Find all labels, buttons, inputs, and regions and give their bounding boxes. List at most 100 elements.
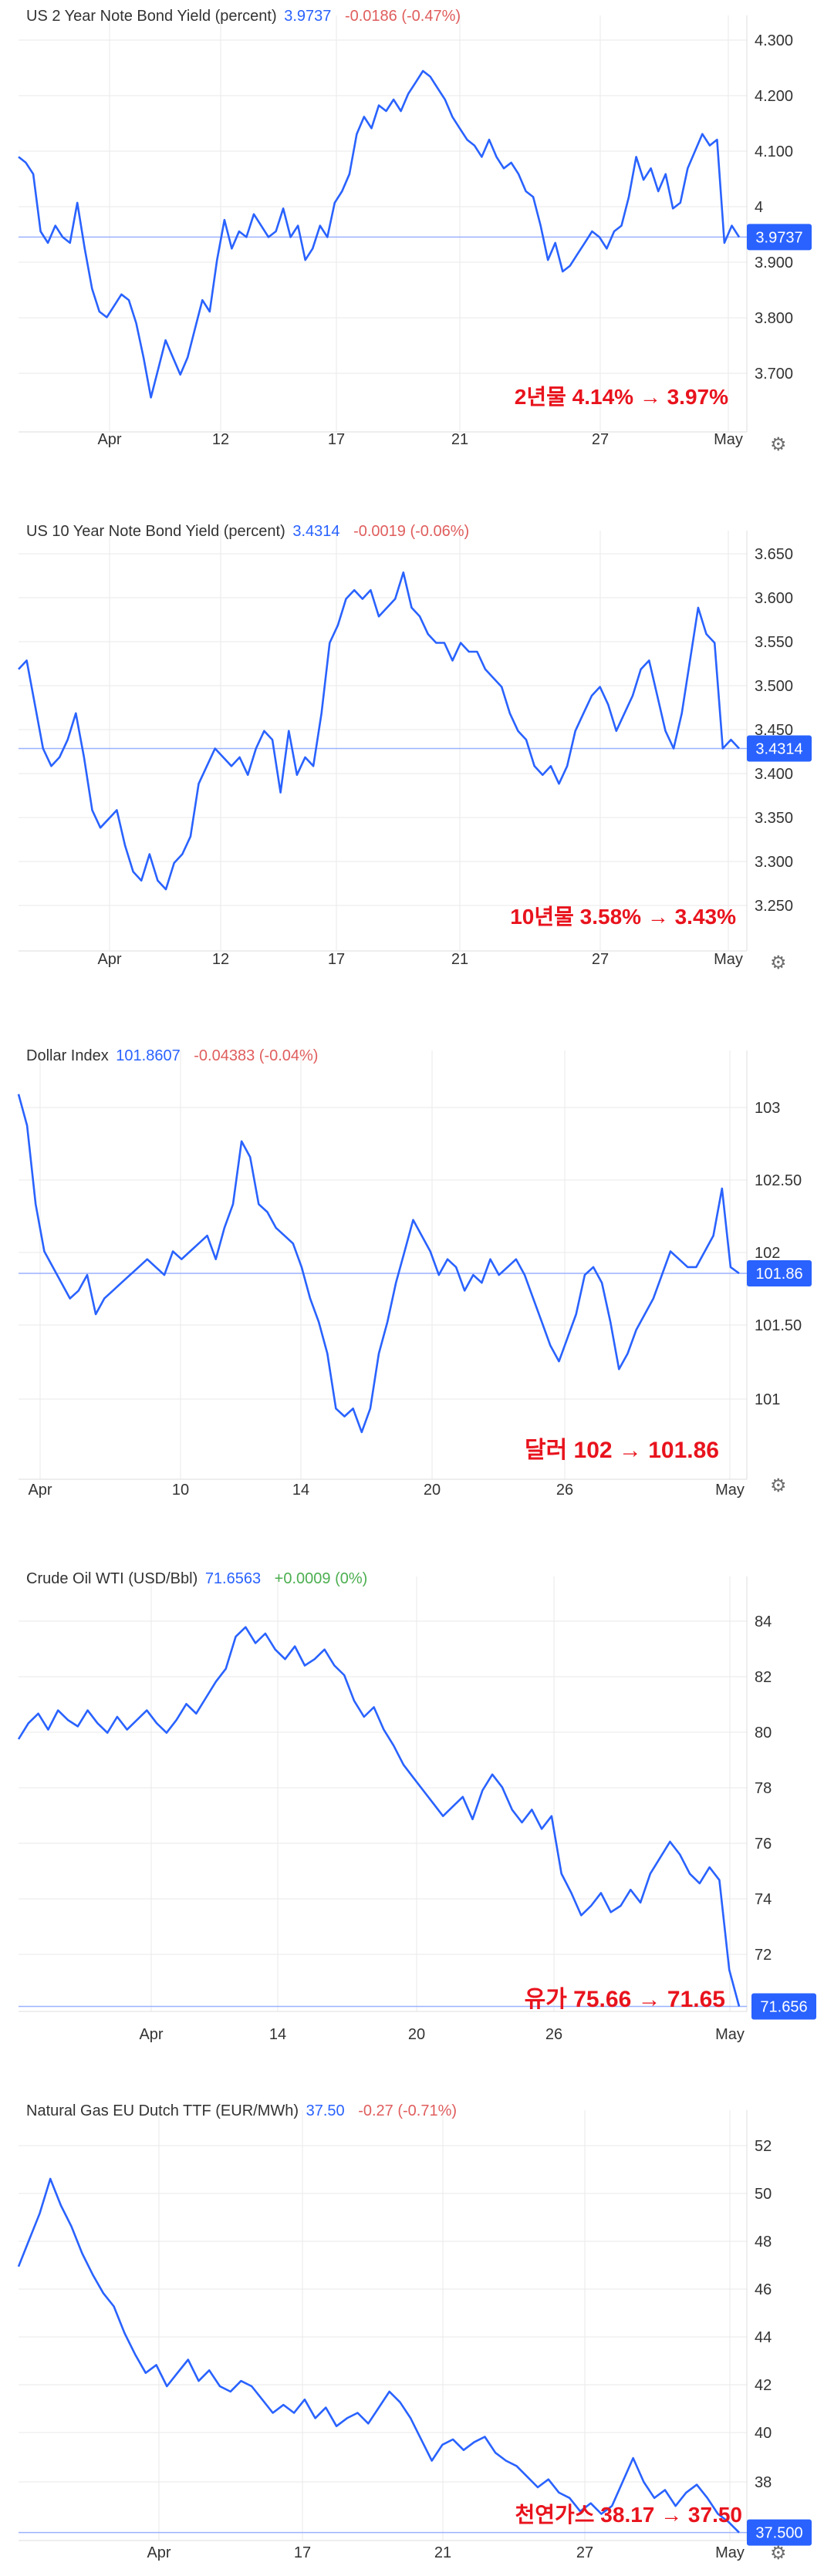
x-tick-label: May — [715, 2544, 745, 2561]
y-tick-label: 72 — [755, 1947, 772, 1964]
x-tick-label: 20 — [408, 2026, 425, 2043]
y-tick-label: 38 — [755, 2474, 772, 2491]
x-tick-label: May — [715, 2026, 745, 2043]
y-tick-label: 3.650 — [755, 546, 793, 563]
y-tick-label: 3.600 — [755, 590, 793, 607]
y-tick-label: 74 — [755, 1891, 772, 1908]
y-tick-label: 4.100 — [755, 143, 793, 160]
y-tick-label: 101.50 — [755, 1317, 802, 1334]
x-tick-label: 12 — [212, 951, 229, 968]
price-badge-label: 3.9737 — [755, 229, 802, 246]
y-tick-label: 4.300 — [755, 32, 793, 49]
y-tick-label: 3.450 — [755, 722, 793, 739]
x-tick-label: 12 — [212, 431, 229, 448]
chart-svg-wti: 84 82 80 78 76 74 72 Apr 14 20 26 May 71.656 유가 75.66… — [17, 1576, 816, 2043]
series-line — [17, 1094, 740, 1434]
chart-annotation: 달러 102 → 101.86 — [525, 1438, 719, 1463]
x-tick-label: Apr — [97, 431, 121, 448]
y-tick-label: 82 — [755, 1669, 772, 1686]
y-tick-label: 3.300 — [755, 854, 793, 871]
last-value: 3.9737 — [284, 8, 332, 25]
chart-title: Dollar Index — [26, 1047, 109, 1064]
series-line — [18, 69, 741, 399]
chart-svg-us2y: 4.300 4.200 4.100 4 3.900 3.800 3.700 Apr 12 17 21… — [18, 15, 812, 448]
chart-title: US 10 Year Note Bond Yield (percent) — [26, 523, 285, 540]
y-tick-label: 103 — [755, 1100, 780, 1117]
y-tick-label: 44 — [755, 2329, 772, 2346]
chart-panel-us2y: 4.300 4.200 4.100 4 3.900 3.800 3.700 Apr 12 17 21… — [0, 0, 824, 463]
x-tick-label: 14 — [269, 2026, 286, 2043]
x-tick-label: 27 — [592, 951, 609, 968]
gear-icon[interactable]: ⚙ — [770, 953, 787, 973]
y-tick-label: 48 — [755, 2234, 772, 2251]
chart-panel-ttf: 52 50 48 46 44 42 40 38 Apr 17 21 27 May 37.500 천연가스 3… — [0, 2095, 824, 2576]
chart-svg-us10y: 3.650 3.600 3.550 3.500 3.450 3.400 3.350 3.300… — [18, 531, 812, 968]
last-value: 37.50 — [306, 2102, 345, 2119]
last-value: 3.4314 — [292, 523, 340, 540]
x-tick-label: Apr — [28, 1482, 52, 1499]
x-tick-label: 21 — [434, 2544, 451, 2561]
chart-header: US 10 Year Note Bond Yield (percent) 3.4… — [26, 523, 469, 541]
y-tick-label: 3.350 — [755, 810, 793, 827]
price-badge-label: 71.656 — [760, 1999, 807, 2016]
chart-annotation: 유가 75.66 → 71.65 — [525, 1987, 725, 2012]
x-tick-label: 17 — [328, 431, 345, 448]
chart-title: US 2 Year Note Bond Yield (percent) — [26, 8, 277, 25]
change-value: +0.0009 (0%) — [274, 1570, 368, 1587]
x-tick-label: May — [714, 431, 743, 448]
y-tick-label: 3.800 — [755, 310, 793, 327]
chart-title: Crude Oil WTI (USD/Bbl) — [26, 1570, 198, 1587]
change-value: -0.0186 (-0.47%) — [344, 8, 461, 25]
gear-icon[interactable]: ⚙ — [770, 434, 787, 455]
change-value: -0.04383 (-0.04%) — [194, 1047, 319, 1064]
y-tick-label: 102.50 — [755, 1172, 802, 1189]
gear-icon[interactable]: ⚙ — [770, 1475, 787, 1496]
price-badge-label: 3.4314 — [755, 741, 802, 758]
price-badge: 3.9737 — [747, 224, 812, 251]
y-tick-label: 76 — [755, 1836, 772, 1853]
price-badge: 101.86 — [747, 1260, 812, 1287]
x-tick-label: 27 — [592, 431, 609, 448]
chart-panel-wti: 84 82 80 78 76 74 72 Apr 14 20 26 May 71.656 유가 75.66… — [0, 1563, 824, 2056]
x-tick-label: 26 — [545, 2026, 562, 2043]
y-tick-label: 101 — [755, 1391, 780, 1408]
chart-title: Natural Gas EU Dutch TTF (EUR/MWh) — [26, 2102, 299, 2119]
y-tick-label: 40 — [755, 2425, 772, 2442]
y-tick-label: 4.200 — [755, 88, 793, 105]
y-tick-label: 3.550 — [755, 634, 793, 651]
y-tick-label: 3.700 — [755, 366, 793, 383]
gear-icon[interactable]: ⚙ — [770, 2543, 787, 2564]
y-tick-label: 80 — [755, 1725, 772, 1741]
chart-annotation: 10년물 3.58% → 3.43% — [510, 905, 736, 929]
price-badge-label: 101.86 — [755, 1266, 802, 1283]
y-tick-label: 78 — [755, 1780, 772, 1797]
x-tick-label: May — [714, 951, 743, 968]
x-tick-label: 21 — [451, 951, 468, 968]
price-badge: 71.656 — [751, 1993, 816, 2020]
chart-header: US 2 Year Note Bond Yield (percent) 3.97… — [26, 8, 461, 25]
y-tick-label: 4 — [755, 199, 763, 216]
x-tick-label: 10 — [172, 1482, 189, 1499]
x-tick-label: 26 — [556, 1482, 573, 1499]
y-tick-label: 102 — [755, 1245, 780, 1262]
y-tick-label: 3.400 — [755, 766, 793, 783]
last-value: 71.6563 — [204, 1570, 262, 1587]
chart-annotation: 천연가스 38.17 → 37.50 — [515, 2503, 742, 2527]
y-tick-label: 3.250 — [755, 898, 793, 915]
price-badge-label: 37.500 — [755, 2525, 802, 2542]
price-badge: 37.500 — [747, 2519, 812, 2546]
change-value: -0.27 (-0.71%) — [358, 2102, 458, 2119]
chart-annotation: 2년물 4.14% → 3.97% — [515, 385, 728, 409]
y-tick-label: 3.900 — [755, 255, 793, 271]
change-value: -0.0019 (-0.06%) — [353, 523, 470, 540]
chart-header: Natural Gas EU Dutch TTF (EUR/MWh) 37.50… — [26, 2102, 457, 2120]
price-badge: 3.4314 — [747, 735, 812, 762]
x-tick-label: 14 — [292, 1482, 309, 1499]
x-tick-label: Apr — [147, 2544, 171, 2561]
chart-header: Crude Oil WTI (USD/Bbl) 71.6563 +0.0009 … — [26, 1570, 367, 1588]
y-tick-label: 50 — [755, 2186, 772, 2203]
series-line — [17, 1626, 741, 2007]
y-tick-label: 52 — [755, 2138, 772, 2155]
series-line — [18, 571, 740, 891]
chart-panel-us10y: 3.650 3.600 3.550 3.500 3.450 3.400 3.350 3.300… — [0, 515, 824, 986]
